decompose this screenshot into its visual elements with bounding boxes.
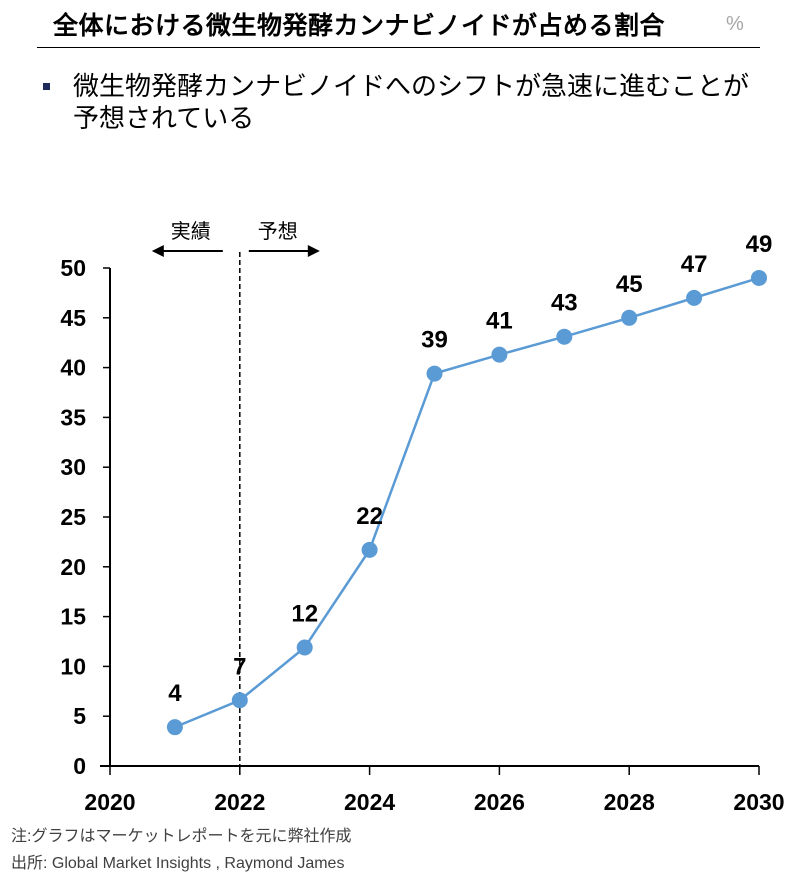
y-axis: 0 5 10 15 20 25 30 35 40 45 50 bbox=[60, 255, 111, 779]
y-tick-label: 30 bbox=[60, 454, 86, 480]
y-tick-label: 40 bbox=[60, 355, 86, 381]
data-point-marker bbox=[491, 346, 508, 363]
y-tick-label: 50 bbox=[60, 255, 86, 281]
data-value-label: 47 bbox=[681, 251, 708, 278]
arrow-right-icon bbox=[307, 245, 320, 257]
y-tick-label: 45 bbox=[60, 305, 86, 331]
x-tick-label: 2026 bbox=[474, 789, 525, 815]
data-point-marker bbox=[361, 541, 378, 558]
x-tick-label: 2022 bbox=[214, 789, 265, 815]
x-tick-label: 2030 bbox=[733, 789, 784, 815]
data-point-marker bbox=[166, 719, 183, 736]
y-tick-label: 15 bbox=[60, 604, 86, 630]
source-text: 出所: Global Market Insights , Raymond Jam… bbox=[11, 855, 345, 872]
data-point-marker bbox=[231, 692, 248, 709]
y-tick-label: 35 bbox=[60, 404, 86, 430]
series-line bbox=[174, 276, 760, 729]
period-annotations: 実績 予想 bbox=[151, 220, 320, 257]
y-tick-label: 0 bbox=[73, 753, 86, 779]
chart-title: 全体における微生物発酵カンナビノイドが占める割合 bbox=[53, 12, 666, 40]
data-value-label: 7 bbox=[233, 653, 246, 680]
y-tick-label: 20 bbox=[60, 554, 86, 580]
data-point-marker bbox=[751, 269, 767, 286]
data-value-label: 43 bbox=[551, 290, 578, 317]
x-tick-label: 2028 bbox=[604, 789, 655, 815]
data-value-label: 49 bbox=[746, 231, 773, 258]
bullet-square-icon bbox=[43, 83, 50, 90]
data-value-label: 45 bbox=[616, 271, 643, 298]
x-tick-label: 2020 bbox=[84, 789, 135, 815]
data-value-label: 22 bbox=[356, 503, 383, 530]
y-tick-label: 10 bbox=[60, 653, 86, 679]
y-tick-label: 25 bbox=[60, 504, 86, 530]
unit-label: % bbox=[726, 13, 744, 35]
x-axis: 2020 2022 2024 2026 2028 2030 bbox=[84, 765, 785, 815]
title-divider bbox=[37, 47, 760, 48]
data-value-label: 39 bbox=[421, 327, 448, 354]
footnote: 注:グラフはマーケットレポートを元に弊社作成 bbox=[11, 828, 352, 845]
y-tick-label: 5 bbox=[73, 703, 86, 729]
actual-label: 実績 bbox=[171, 220, 211, 243]
data-point-marker bbox=[556, 328, 573, 345]
data-value-label: 12 bbox=[291, 600, 318, 627]
arrow-left-icon bbox=[151, 245, 164, 257]
data-value-label: 4 bbox=[168, 680, 182, 707]
data-point-marker bbox=[296, 639, 313, 656]
forecast-label: 予想 bbox=[258, 220, 298, 243]
data-point-marker bbox=[426, 365, 443, 382]
data-point-marker bbox=[621, 309, 638, 326]
bullet-text: 微生物発酵カンナビノイドへのシフトが急速に進むことが予想されている bbox=[73, 71, 750, 133]
data-point-marker bbox=[686, 289, 703, 306]
x-tick-label: 2024 bbox=[344, 789, 395, 815]
data-value-label: 41 bbox=[486, 308, 513, 335]
